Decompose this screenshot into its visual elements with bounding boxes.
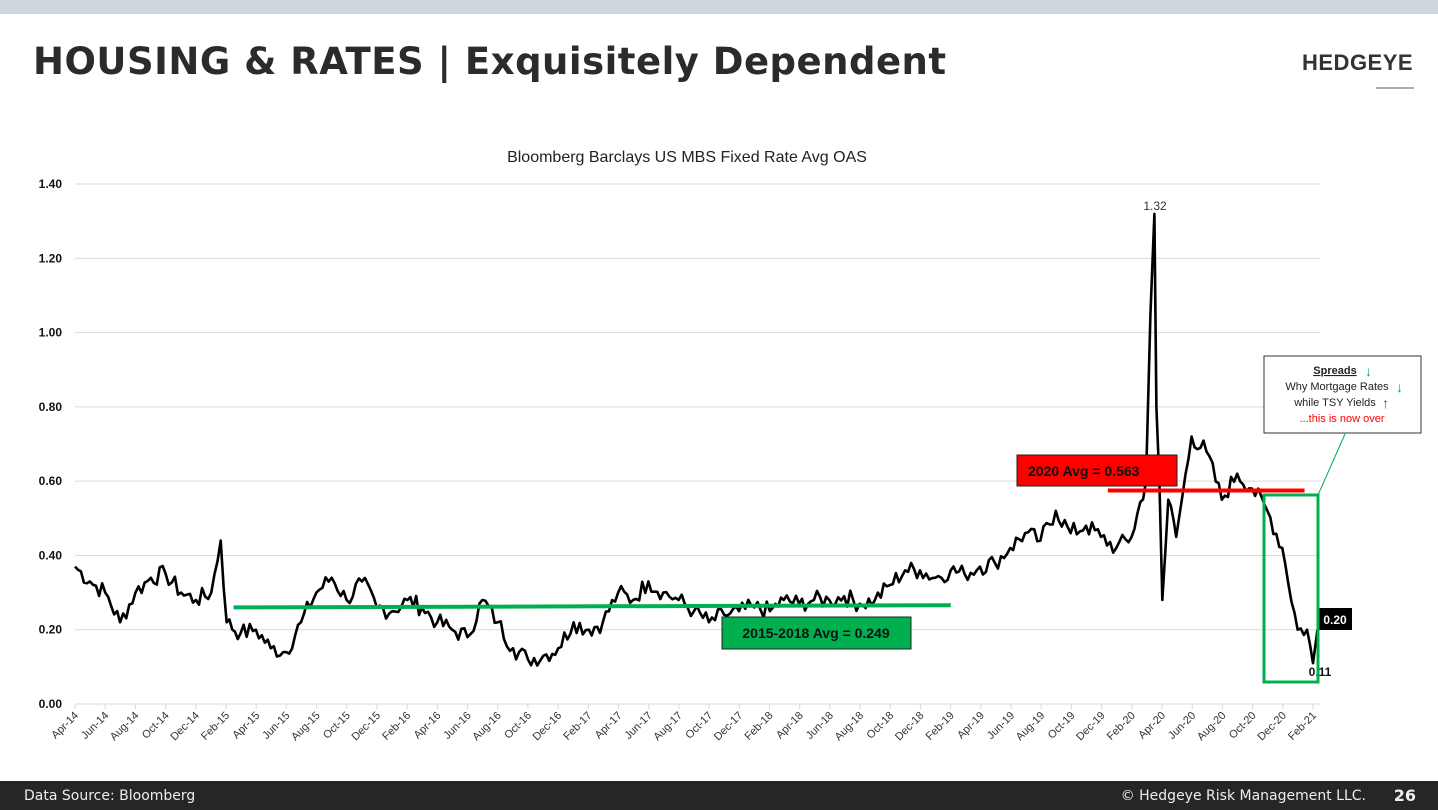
x-tick-label: Feb-17: [561, 710, 594, 743]
y-tick-label: 1.40: [39, 177, 63, 191]
x-tick-label: Dec-18: [893, 710, 927, 744]
x-tick-label: Feb-20: [1105, 710, 1138, 743]
y-tick-label: 0.20: [39, 623, 63, 637]
x-tick-label: Oct-14: [140, 710, 172, 742]
y-tick-label: 1.20: [39, 251, 63, 265]
x-tick-label: Dec-15: [350, 710, 384, 744]
last-value-label: 0.20: [1323, 613, 1347, 627]
chart-title: Bloomberg Barclays US MBS Fixed Rate Avg…: [507, 149, 867, 166]
y-tick-label: 0.00: [39, 697, 63, 711]
copyright: © Hedgeye Risk Management LLC.: [1120, 788, 1366, 804]
x-tick-label: Oct-15: [321, 710, 353, 742]
x-tick-label: Aug-18: [833, 710, 867, 744]
arrow-up-icon: ↑: [1382, 395, 1389, 411]
callout-line1: Spreads: [1313, 365, 1356, 377]
x-tick-label: Feb-18: [742, 710, 775, 743]
x-tick-label: Dec-16: [531, 710, 565, 744]
x-tick-label: Dec-17: [712, 710, 746, 744]
x-tick-label: Jun-14: [79, 710, 111, 742]
logo-underline: [1376, 87, 1414, 89]
x-tick-label: Aug-19: [1014, 710, 1048, 744]
peak-label: 1.32: [1143, 199, 1167, 213]
y-tick-label: 0.60: [39, 474, 63, 488]
footer: Data Source: Bloomberg © Hedgeye Risk Ma…: [0, 781, 1438, 810]
x-tick-label: Oct-16: [502, 710, 534, 742]
avg-2015-2018-box: [721, 616, 912, 650]
y-tick-label: 0.40: [39, 548, 63, 562]
avg-2020-box: [1016, 454, 1178, 487]
avg-2015-2018-label: 2015-2018 Avg = 0.249: [742, 625, 889, 641]
x-tick-label: Aug-14: [108, 710, 142, 744]
x-tick-label: Oct-20: [1227, 710, 1259, 742]
x-tick-label: Aug-17: [651, 710, 685, 744]
x-tick-label: Oct-19: [1046, 710, 1078, 742]
x-tick-label: Jun-18: [804, 710, 836, 742]
x-tick-label: Apr-15: [230, 710, 262, 742]
mbs-oas-chart: Bloomberg Barclays US MBS Fixed Rate Avg…: [39, 149, 1422, 744]
x-tick-label: Apr-17: [593, 710, 625, 742]
page-title: HOUSING & RATES | Exquisitely Dependent: [33, 40, 947, 83]
highlight-box: [1262, 493, 1320, 684]
x-tick-label: Apr-20: [1136, 710, 1168, 742]
arrow-down-icon: ↓: [1365, 363, 1372, 379]
x-tick-label: Aug-16: [470, 710, 504, 744]
x-tick-label: Feb-15: [199, 710, 232, 743]
callout-line2: Why Mortgage Rates: [1285, 381, 1389, 393]
x-tick-label: Oct-18: [865, 710, 897, 742]
page-number: 26: [1393, 786, 1416, 805]
avg-2020-label: 2020 Avg = 0.563: [1028, 463, 1140, 479]
y-tick-label: 0.80: [39, 400, 63, 414]
x-tick-label: Jun-16: [441, 710, 473, 742]
callout-line3: while TSY Yields: [1293, 397, 1376, 409]
callout-line4: ...this is now over: [1300, 413, 1385, 425]
x-tick-label: Aug-20: [1195, 710, 1229, 744]
top-bar: [0, 0, 1438, 14]
hedgeye-logo: HEDGEYE: [1302, 50, 1414, 75]
min-value-label: 0.11: [1309, 665, 1332, 679]
data-source: Data Source: Bloomberg: [24, 788, 196, 804]
x-tick-label: Jun-15: [260, 710, 292, 742]
x-tick-label: Jun-17: [623, 710, 655, 742]
avg-2015-2018-line: [233, 603, 951, 610]
x-tick-label: Oct-17: [683, 710, 715, 742]
x-tick-label: Jun-20: [1166, 710, 1198, 742]
x-tick-label: Apr-18: [774, 710, 806, 742]
oas-series-line: [74, 212, 1319, 667]
last-value-box: [1318, 608, 1352, 630]
x-tick-label: Aug-15: [289, 710, 323, 744]
callout-box: [1263, 355, 1422, 434]
x-tick-label: Feb-19: [924, 710, 957, 743]
arrow-down-icon: ↓: [1396, 379, 1403, 395]
x-tick-label: Apr-16: [412, 710, 444, 742]
x-tick-label: Dec-19: [1074, 710, 1108, 744]
x-tick-label: Dec-20: [1255, 710, 1289, 744]
x-tick-label: Feb-16: [380, 710, 413, 743]
callout-connector: [1317, 433, 1346, 496]
x-tick-label: Feb-21: [1286, 710, 1319, 743]
y-tick-label: 1.00: [39, 326, 63, 340]
x-tick-label: Jun-19: [985, 710, 1017, 742]
x-tick-label: Dec-14: [168, 710, 202, 744]
x-tick-label: Apr-14: [49, 710, 81, 742]
x-tick-label: Apr-19: [955, 710, 987, 742]
